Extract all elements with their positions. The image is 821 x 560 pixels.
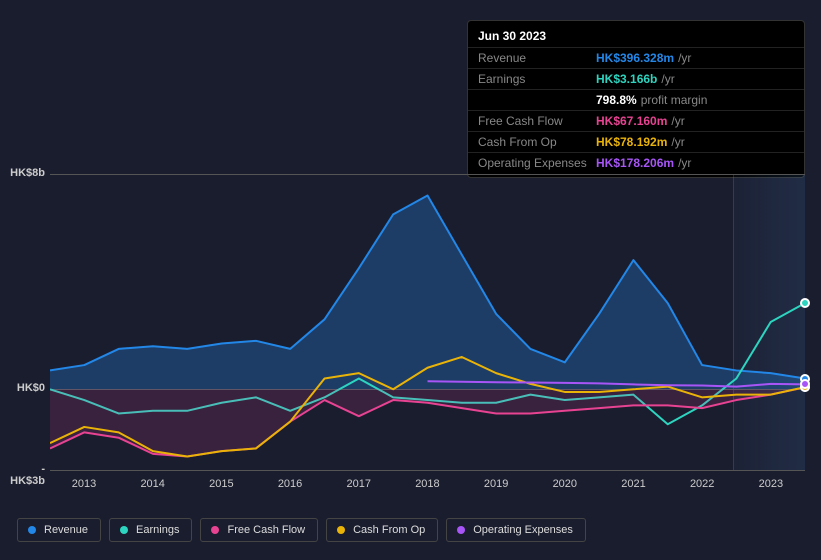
chart-lines xyxy=(50,174,805,470)
tooltip-metric-label xyxy=(478,93,596,107)
tooltip-row: Cash From OpHK$78.192m/yr xyxy=(468,131,804,152)
tooltip-metric-suffix: /yr xyxy=(678,51,691,65)
legend-dot-icon xyxy=(120,526,128,534)
tooltip-metric-suffix: /yr xyxy=(671,135,684,149)
legend-label: Cash From Op xyxy=(353,524,425,536)
gridline xyxy=(50,470,805,471)
y-tick-label: -HK$3b xyxy=(10,463,45,487)
legend-item-free_cash_flow[interactable]: Free Cash Flow xyxy=(200,518,318,542)
x-tick-label: 2015 xyxy=(187,478,255,490)
legend-label: Free Cash Flow xyxy=(227,524,305,536)
legend-label: Earnings xyxy=(136,524,179,536)
data-tooltip: Jun 30 2023 RevenueHK$396.328m/yrEarning… xyxy=(467,20,805,178)
legend-item-operating_expenses[interactable]: Operating Expenses xyxy=(446,518,586,542)
legend-item-revenue[interactable]: Revenue xyxy=(17,518,101,542)
y-tick-label: HK$8b xyxy=(10,167,45,179)
legend: Revenue Earnings Free Cash Flow Cash From O… xyxy=(17,518,586,542)
tooltip-metric-label: Revenue xyxy=(478,51,596,65)
tooltip-metric-value: HK$78.192m xyxy=(596,135,667,149)
x-tick-label: 2017 xyxy=(325,478,393,490)
x-tick-label: 2021 xyxy=(600,478,668,490)
plot-area[interactable] xyxy=(50,174,805,470)
tooltip-row: Free Cash FlowHK$67.160m/yr xyxy=(468,110,804,131)
x-tick-label: 2014 xyxy=(119,478,187,490)
x-tick-label: 2013 xyxy=(50,478,118,490)
legend-label: Revenue xyxy=(44,524,88,536)
legend-label: Operating Expenses xyxy=(473,524,573,536)
legend-dot-icon xyxy=(28,526,36,534)
tooltip-metric-value: HK$67.160m xyxy=(596,114,667,128)
tooltip-metric-value: 798.8% xyxy=(596,93,637,107)
legend-dot-icon xyxy=(457,526,465,534)
y-tick-label: HK$0 xyxy=(17,382,45,394)
x-tick-label: 2016 xyxy=(256,478,324,490)
operating_expenses-endpoint-dot xyxy=(800,379,810,389)
legend-item-earnings[interactable]: Earnings xyxy=(109,518,192,542)
tooltip-metric-suffix: /yr xyxy=(671,114,684,128)
x-tick-label: 2019 xyxy=(462,478,530,490)
tooltip-metric-label: Cash From Op xyxy=(478,135,596,149)
tooltip-metric-suffix: profit margin xyxy=(641,93,708,107)
x-tick-label: 2018 xyxy=(393,478,461,490)
tooltip-row: RevenueHK$396.328m/yr xyxy=(468,47,804,68)
tooltip-row: 798.8% profit margin xyxy=(468,89,804,110)
x-tick-label: 2020 xyxy=(531,478,599,490)
legend-dot-icon xyxy=(337,526,345,534)
x-tick-label: 2022 xyxy=(668,478,736,490)
earnings-endpoint-dot xyxy=(800,298,810,308)
legend-dot-icon xyxy=(211,526,219,534)
tooltip-metric-value: HK$396.328m xyxy=(596,51,674,65)
tooltip-metric-value: HK$3.166b xyxy=(596,72,657,86)
tooltip-metric-label: Earnings xyxy=(478,72,596,86)
legend-item-cash_from_op[interactable]: Cash From Op xyxy=(326,518,438,542)
x-axis: 2013201420152016201720182019202020212022… xyxy=(50,478,805,490)
financial-chart: HK$8bHK$0-HK$3b 201320142015201620172018… xyxy=(16,160,805,500)
tooltip-row: EarningsHK$3.166b/yr xyxy=(468,68,804,89)
x-tick-label: 2023 xyxy=(737,478,805,490)
tooltip-metric-label: Free Cash Flow xyxy=(478,114,596,128)
tooltip-metric-suffix: /yr xyxy=(661,72,674,86)
tooltip-date: Jun 30 2023 xyxy=(468,25,804,47)
